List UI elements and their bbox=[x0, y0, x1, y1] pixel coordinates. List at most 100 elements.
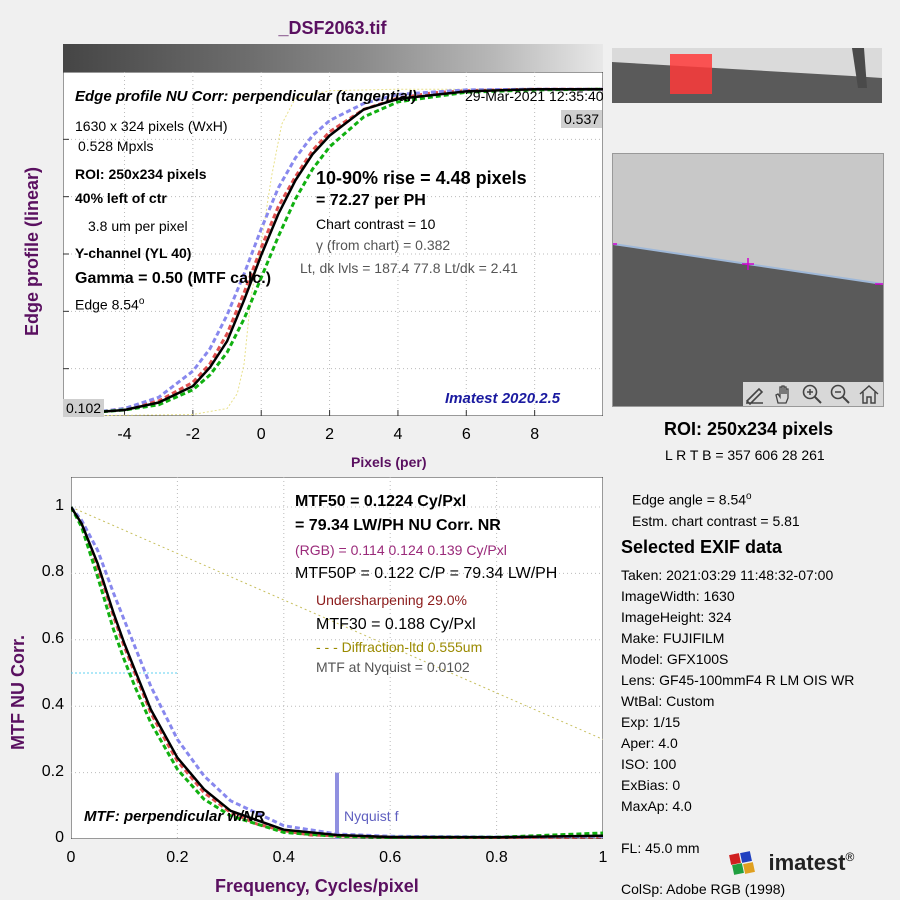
estimated-contrast: Estm. chart contrast = 5.81 bbox=[632, 513, 800, 529]
edge-info-channel: Y-channel (YL 40) bbox=[75, 245, 192, 261]
roi-drawing bbox=[609, 154, 884, 406]
edge-timestamp: 29-Mar-2021 12:35:40 bbox=[465, 88, 604, 104]
edge-blue-channel-line bbox=[63, 87, 603, 416]
edge-heading: Edge profile NU Corr: perpendicular (tan… bbox=[75, 88, 417, 105]
edge-rise: 10-90% rise = 4.48 pixels bbox=[316, 168, 527, 188]
exif-row: Aper: 4.0 bbox=[621, 735, 678, 751]
edge-levels: Lt, dk lvls = 187.4 77.8 Lt/dk = 2.41 bbox=[300, 260, 518, 276]
edge-angle-value: Edge angle = 8.54 bbox=[632, 491, 747, 508]
zoom-out-icon[interactable] bbox=[828, 383, 852, 407]
mtf-y-tick-label: 0.2 bbox=[41, 762, 64, 780]
home-icon[interactable] bbox=[857, 383, 881, 407]
mtf-red-channel-line bbox=[71, 506, 603, 839]
mtf50-lwph: = 79.34 LW/PH NU Corr. NR bbox=[295, 517, 501, 534]
edge-x-tick-label: 2 bbox=[325, 426, 335, 443]
exif-row: Make: FUJIFILM bbox=[621, 630, 725, 646]
mtf-diffraction: - - - Diffraction-ltd 0.555um bbox=[316, 639, 483, 655]
exif-row: Taken: 2021:03:29 11:48:32-07:00 bbox=[621, 567, 834, 583]
roi-image[interactable] bbox=[609, 153, 884, 410]
mtf-luminance-line bbox=[71, 506, 603, 839]
imatest-registered: ® bbox=[845, 849, 855, 864]
mtf-y-axis-label: MTF NU Corr. bbox=[8, 635, 28, 750]
mtf-x-tick-label: 0 bbox=[66, 849, 76, 866]
mtf-x-tick-label: 0.2 bbox=[166, 849, 189, 866]
edge-x-tick-label: 0 bbox=[256, 426, 266, 443]
exif-row: ISO: 100 bbox=[621, 756, 677, 772]
edge-angle-degree: o bbox=[746, 491, 752, 502]
exif-row: ImageWidth: 1630 bbox=[621, 588, 735, 604]
edge-series-group bbox=[63, 87, 603, 416]
imatest-logo-text: imatest bbox=[768, 850, 846, 875]
edge-info-dims: 1630 x 324 pixels (WxH) bbox=[75, 118, 228, 134]
edge-angle-text: Edge 8.54 bbox=[75, 296, 139, 313]
mtf-x-tick-label: 0.6 bbox=[379, 849, 402, 866]
exif-row: Lens: GF45-100mmF4 R LM OIS WR bbox=[621, 672, 855, 688]
mtf-y-tick-label: 0.4 bbox=[41, 696, 64, 714]
mtf-x-tick-label: 0.4 bbox=[272, 849, 295, 866]
edge-luminance-line bbox=[63, 87, 603, 416]
exif-row: MaxAp: 4.0 bbox=[621, 798, 692, 814]
mtf-at-nyquist: MTF at Nyquist = 0.0102 bbox=[316, 659, 470, 675]
pan-hand-icon[interactable] bbox=[771, 383, 795, 407]
edge-x-tick-label: -4 bbox=[117, 426, 132, 443]
edge-x-tick-label: 4 bbox=[393, 426, 403, 443]
edge-per-ph: = 72.27 per PH bbox=[316, 192, 426, 209]
edge-max-label: 0.537 bbox=[561, 110, 603, 128]
mtf-x-axis-label: Frequency, Cycles/pixel bbox=[215, 876, 419, 896]
roi-coords: L R T B = 357 606 28 261 bbox=[665, 447, 825, 463]
diffraction-limit-line bbox=[71, 506, 603, 740]
edge-angle-info: Edge angle = 8.54o bbox=[632, 491, 752, 508]
edge-green-channel-line bbox=[63, 87, 603, 416]
edge-info-um: 3.8 um per pixel bbox=[88, 218, 188, 234]
edge-gamma-chart: γ (from chart) = 0.382 bbox=[316, 237, 451, 253]
edge-info-roi: ROI: 250x234 pixels bbox=[75, 166, 207, 182]
imatest-logo-mark bbox=[729, 851, 755, 875]
ideal-edge-line bbox=[63, 88, 603, 416]
mtf-plot bbox=[71, 477, 603, 839]
edge-x-tick-label: -2 bbox=[185, 426, 200, 443]
mtf-y-tick-label: 0.8 bbox=[41, 563, 64, 581]
mtf-blue-channel-line bbox=[71, 506, 603, 839]
zoom-in-icon[interactable] bbox=[800, 383, 824, 407]
roi-toolbar bbox=[743, 383, 881, 410]
edge-info-mpxls: 0.528 Mpxls bbox=[78, 138, 154, 154]
mtf-rgb-values: (RGB) = 0.114 0.124 0.139 Cy/Pxl bbox=[295, 542, 507, 558]
degree-symbol: o bbox=[138, 296, 145, 307]
mtf-series-group bbox=[71, 506, 603, 839]
full-image-thumbnail bbox=[612, 48, 882, 103]
thumbnail-drawing bbox=[612, 48, 882, 103]
mtf-footer: MTF: perpendicular w/NR bbox=[84, 808, 265, 825]
nyquist-label: Nyquist f bbox=[344, 808, 399, 824]
edge-x-tick-label: 8 bbox=[530, 426, 540, 443]
exif-row: Model: GFX100S bbox=[621, 651, 729, 667]
edge-x-tick-label: 6 bbox=[461, 426, 471, 443]
exif-focal-length: FL: 45.0 mm bbox=[621, 840, 700, 856]
exif-row: ExBias: 0 bbox=[621, 777, 681, 793]
exif-title: Selected EXIF data bbox=[621, 537, 783, 557]
mtf-x-tick-label: 0.8 bbox=[485, 849, 508, 866]
mtf-x-tick-label: 1 bbox=[598, 849, 608, 866]
edge-info-location: 40% left of ctr bbox=[75, 190, 167, 206]
mtf50-value: MTF50 = 0.1224 Cy/Pxl bbox=[295, 493, 467, 510]
mtf-y-tick-label: 0.6 bbox=[41, 629, 64, 647]
roi-title: ROI: 250x234 pixels bbox=[664, 419, 834, 439]
mtf-y-tick-label: 0 bbox=[55, 829, 64, 846]
imatest-logo: imatest® bbox=[728, 848, 854, 878]
file-title: _DSF2063.tif bbox=[278, 18, 387, 38]
edge-profile-plot bbox=[63, 72, 603, 416]
edit-plot-icon[interactable] bbox=[743, 383, 767, 407]
edge-version: Imatest 2020.2.5 bbox=[445, 390, 561, 407]
mtf30-value: MTF30 = 0.188 Cy/Pxl bbox=[316, 616, 476, 633]
edge-image-strip bbox=[63, 44, 603, 72]
edge-chart-contrast: Chart contrast = 10 bbox=[316, 216, 436, 232]
exif-row: ImageHeight: 324 bbox=[621, 609, 732, 625]
exif-row: Exp: 1/15 bbox=[621, 714, 681, 730]
edge-info-gamma: Gamma = 0.50 (MTF calc.) bbox=[75, 270, 272, 287]
mtf50p-value: MTF50P = 0.122 C/P = 79.34 LW/PH bbox=[295, 565, 558, 582]
edge-x-axis-label: Pixels (per) bbox=[351, 454, 427, 470]
edge-y-axis-label: Edge profile (linear) bbox=[22, 166, 42, 336]
mtf-y-tick-label: 1 bbox=[55, 497, 64, 514]
mtf-undersharpening: Undersharpening 29.0% bbox=[316, 592, 467, 608]
exif-row: WtBal: Custom bbox=[621, 693, 715, 709]
edge-info-angle: Edge 8.54o bbox=[75, 296, 144, 313]
